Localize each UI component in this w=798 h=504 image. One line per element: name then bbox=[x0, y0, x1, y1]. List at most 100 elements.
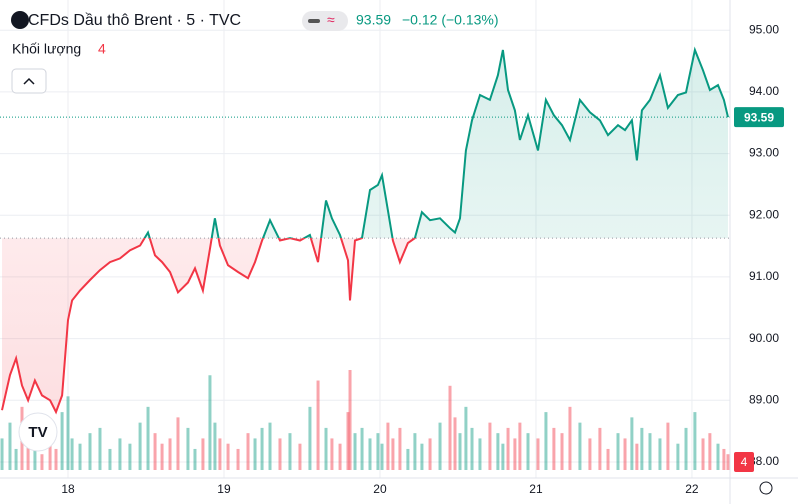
symbol-icon bbox=[11, 11, 29, 29]
volume-bar bbox=[201, 438, 205, 470]
volume-bar bbox=[70, 438, 74, 470]
area-down bbox=[2, 238, 728, 412]
volume-bar bbox=[360, 427, 364, 470]
volume-bar bbox=[708, 433, 712, 470]
volume-bar bbox=[428, 438, 432, 470]
volume-bar bbox=[218, 438, 222, 470]
volume-bar bbox=[598, 427, 602, 470]
volume-bar bbox=[578, 422, 582, 470]
volume-bar bbox=[726, 454, 730, 470]
y-tick-label: 89.00 bbox=[749, 392, 779, 406]
volume-bar bbox=[160, 443, 164, 470]
volume-bar bbox=[146, 406, 150, 470]
settings-icon[interactable] bbox=[759, 481, 773, 495]
volume-bar bbox=[40, 454, 44, 470]
volume-value: 4 bbox=[98, 41, 106, 57]
volume-bar bbox=[676, 443, 680, 470]
price-line bbox=[0, 46, 730, 415]
x-tick-label: 22 bbox=[685, 482, 699, 496]
price: 93.59 bbox=[356, 12, 391, 28]
volume-bar bbox=[488, 422, 492, 470]
volume-bar bbox=[518, 422, 522, 470]
volume-title: Khối lượng bbox=[12, 41, 81, 57]
status-badge[interactable] bbox=[302, 11, 348, 31]
volume-bar bbox=[376, 433, 380, 470]
volume-bar bbox=[658, 438, 662, 470]
y-tick-label: 90.00 bbox=[749, 331, 779, 345]
volume-bar bbox=[236, 448, 240, 470]
volume-flag-label: 4 bbox=[741, 455, 748, 469]
logo-text: TV bbox=[28, 424, 47, 441]
volume-bar bbox=[458, 433, 462, 470]
volume-bar bbox=[648, 433, 652, 470]
volume-bar bbox=[8, 422, 12, 470]
volume-bar bbox=[324, 427, 328, 470]
volume-bar bbox=[253, 438, 257, 470]
x-tick-label: 20 bbox=[373, 482, 387, 496]
volume-bar bbox=[413, 433, 417, 470]
volume-bar bbox=[186, 427, 190, 470]
volume-bar bbox=[568, 406, 572, 470]
volume-bar bbox=[346, 412, 350, 470]
volume-bar bbox=[348, 370, 352, 470]
volume-bar bbox=[0, 438, 4, 470]
volume-bar bbox=[536, 438, 540, 470]
area-up bbox=[144, 50, 728, 239]
x-tick-label: 21 bbox=[529, 482, 543, 496]
line-up bbox=[143, 46, 729, 239]
volume-bar bbox=[66, 396, 70, 470]
volume-bar bbox=[26, 443, 30, 470]
price-flag-label: 93.59 bbox=[744, 110, 774, 124]
volume-bar bbox=[501, 443, 505, 470]
volume-bar bbox=[260, 427, 264, 470]
volume-bar bbox=[246, 433, 250, 470]
y-tick-label: 94.00 bbox=[749, 84, 779, 98]
x-axis-band bbox=[0, 478, 798, 504]
volume-bar bbox=[560, 433, 564, 470]
volume-bar bbox=[153, 433, 157, 470]
volume-bar bbox=[623, 438, 627, 470]
volume-bar bbox=[278, 438, 282, 470]
volume-bar bbox=[552, 427, 556, 470]
volume-bar bbox=[391, 438, 395, 470]
chart-title: CFDs Dầu thô Brent · 5 · TVC bbox=[28, 12, 241, 29]
volume-bar bbox=[464, 406, 468, 470]
volume-bar bbox=[513, 438, 517, 470]
volume-flag bbox=[734, 452, 754, 472]
volume-bar bbox=[640, 427, 644, 470]
line-down bbox=[1, 238, 416, 415]
volume-bar bbox=[108, 448, 112, 470]
volume-bar bbox=[98, 427, 102, 470]
collapse-button[interactable] bbox=[11, 68, 47, 94]
volume-bar bbox=[78, 443, 82, 470]
volume-bar bbox=[288, 433, 292, 470]
collapse-icon bbox=[23, 77, 35, 85]
volume-bar bbox=[88, 433, 92, 470]
volume-bar bbox=[193, 448, 197, 470]
volume-bar bbox=[54, 448, 58, 470]
volume-bar bbox=[128, 443, 132, 470]
volume-bar bbox=[60, 412, 64, 470]
volume-bar bbox=[526, 433, 530, 470]
volume-bar bbox=[176, 417, 180, 470]
volume-bar bbox=[701, 438, 705, 470]
volume-bar bbox=[398, 427, 402, 470]
volume-bar bbox=[208, 375, 212, 470]
volume-bar bbox=[684, 427, 688, 470]
volume-bar bbox=[716, 443, 720, 470]
y-tick-label: 95.00 bbox=[749, 22, 779, 36]
volume-bar bbox=[138, 422, 142, 470]
volume-bar bbox=[693, 412, 697, 470]
logo[interactable] bbox=[18, 412, 58, 452]
volume-bar bbox=[544, 412, 548, 470]
volume-bar bbox=[33, 433, 37, 470]
volume-bar bbox=[635, 443, 639, 470]
y-tick-label: 92.00 bbox=[749, 207, 779, 221]
volume-bar bbox=[168, 438, 172, 470]
volume-bar bbox=[48, 427, 52, 470]
change: −0.12 (−0.13%) bbox=[402, 12, 499, 28]
volume-bar bbox=[453, 417, 457, 470]
volume-bar bbox=[213, 422, 217, 470]
volume-bar bbox=[406, 448, 410, 470]
